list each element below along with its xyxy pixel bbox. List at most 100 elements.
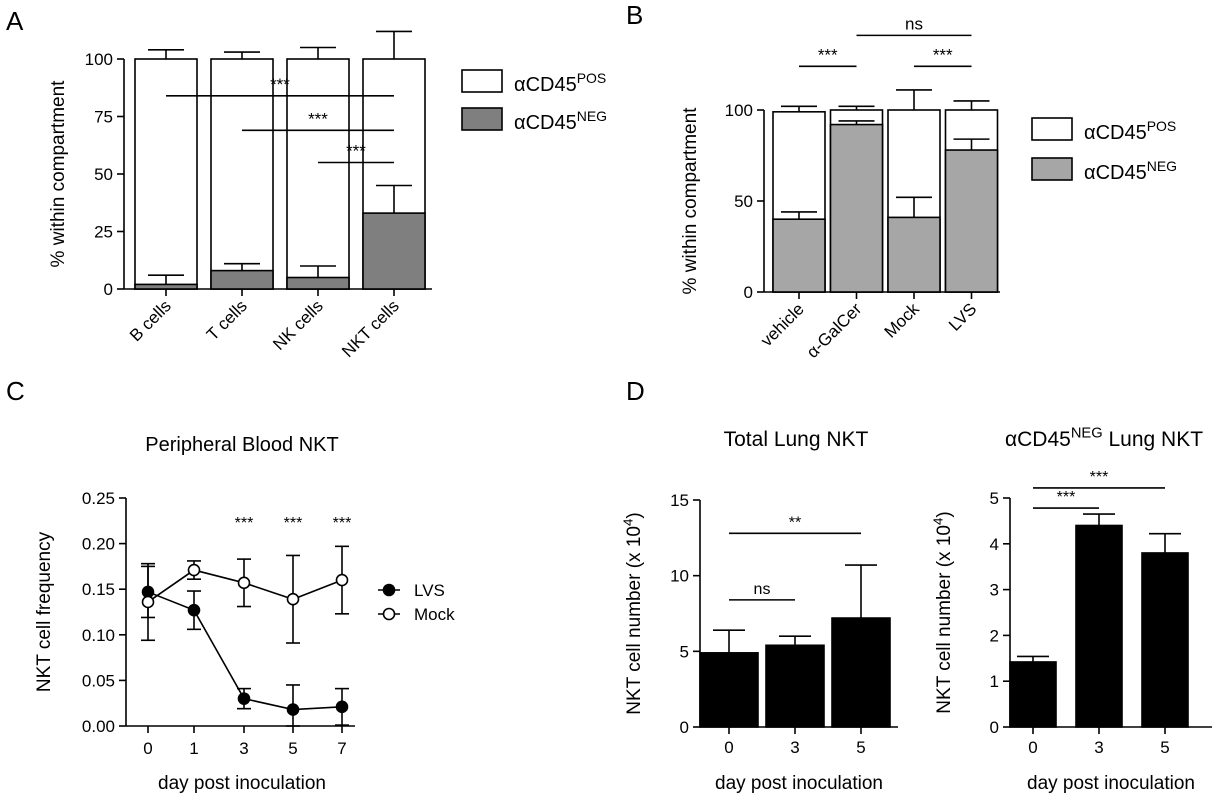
panel-d-cd45neg-y-tick-label: 1 (990, 672, 999, 691)
panel-c-x-tick-label: 1 (189, 739, 198, 758)
panel-c-legend-marker (382, 607, 396, 621)
panel-c-x-tick-label: 3 (239, 739, 248, 758)
panel-c-y-tick-label: 0.05 (82, 671, 115, 690)
panel-b-significance-label: ns (905, 14, 923, 33)
panel-c-y-tick-label: 0.15 (82, 580, 115, 599)
panel-b-bar-neg (772, 218, 826, 293)
panel-d-total-x-tick-label: 0 (724, 738, 733, 757)
panel-label-b: B (626, 0, 643, 30)
panel-d-total-title: Total Lung NKT (724, 428, 869, 451)
panel-d-total-y-tick-label: 0 (680, 718, 689, 737)
panel-d-total-significance-label: ns (754, 581, 771, 598)
panel-d-total-y-tick-label: 5 (680, 642, 689, 661)
panel-a-chart: 0 25 50 75 100 B cells T cells NK cells NKT cell… (48, 30, 607, 361)
panel-a-bar-pos (134, 58, 198, 290)
panel-d-cd45neg-y-tick-label: 4 (990, 535, 999, 554)
panel-c-series-mock-point (335, 573, 349, 587)
panel-b-legend-swatch (1031, 157, 1073, 181)
panel-c-series-mock-point (237, 576, 251, 590)
panel-d-total-bar (831, 617, 891, 728)
panel-d-total-bar (699, 652, 759, 728)
panel-b-legend-label: αCD45NEG (1084, 158, 1177, 184)
panel-d-cd45neg-x-tick-label: 0 (1028, 738, 1037, 757)
panel-c-chart: 0.00 0.05 0.10 0.15 0.20 0.25 0 1 3 5 7 *** *** *** Pe… (34, 434, 455, 794)
panel-d-total-y-axis-label: NKT cell number (x 104) (620, 512, 645, 714)
panel-label-a: A (6, 6, 24, 36)
panel-a-bar-neg (286, 276, 350, 290)
panel-c-series-lvs-point (237, 692, 251, 705)
panel-c-y-tick-label: 0.20 (82, 535, 115, 554)
panel-c-y-tick-label: 0.25 (82, 489, 115, 508)
panel-a-bar-pos (210, 58, 274, 290)
panel-a-legend-swatch (461, 107, 503, 131)
panel-b-bar-neg (944, 149, 999, 293)
panel-d-cd45neg-x-tick-label: 5 (1160, 738, 1169, 757)
panel-b-x-tick-label: vehicle (757, 299, 808, 350)
panel-a-bar-pos (286, 58, 350, 290)
panel-a-y-axis-label: % within compartment (48, 80, 69, 268)
panel-c-x-axis-label: day post inoculation (158, 773, 326, 794)
panel-d-cd45neg-x-tick-label: 3 (1094, 738, 1103, 757)
panel-c-series-lvs-point (187, 603, 201, 617)
panel-d-cd45neg-y-tick-label: 2 (990, 626, 999, 645)
panel-b-x-tick-label: α-GalCer (803, 299, 866, 362)
panel-a-x-tick-label: T cells (203, 296, 251, 344)
panel-c-y-axis-label: NKT cell frequency (34, 531, 55, 692)
panel-c-annotation: *** (333, 515, 352, 532)
panel-b-legend-swatch (1031, 117, 1073, 141)
panel-a-legend-label: αCD45NEG (514, 108, 607, 134)
panel-c-legend-label: Mock (414, 605, 455, 624)
panel-a-y-tick-label: 50 (94, 165, 113, 184)
panel-c-series-lvs-line (147, 591, 343, 711)
panel-c-x-tick-label: 0 (143, 739, 152, 758)
panel-a-y-tick-label: 75 (94, 108, 113, 127)
panel-b-y-tick-label: 50 (734, 192, 753, 211)
panel-a-significance-label: *** (308, 109, 328, 128)
panel-b-y-tick-label: 100 (725, 101, 753, 120)
panel-d-total-bar (765, 644, 825, 728)
panel-c-series-mock-point (141, 595, 155, 609)
panel-d-cd45neg-significance-label: *** (1090, 469, 1109, 486)
panel-b-bar-neg (887, 216, 941, 293)
panel-d-cd45neg-chart: 0 1 2 3 4 5 0 3 5 *** *** day post inoculation NKT c… (930, 426, 1212, 794)
panel-label-c: C (6, 376, 25, 406)
panel-c-y-tick-label: 0.00 (82, 717, 115, 736)
panel-c-title: Peripheral Blood NKT (145, 434, 338, 456)
panel-a-significance-label: *** (346, 142, 366, 161)
panel-a-y-tick-label: 100 (85, 50, 113, 69)
panel-d-cd45neg-y-axis-label: NKT cell number (x 104) (930, 511, 955, 713)
panel-label-d: D (626, 376, 645, 406)
panel-a-significance-label: *** (270, 75, 290, 94)
panel-d-total-significance-label: ** (789, 514, 801, 531)
panel-a-bar-neg (362, 212, 426, 290)
panel-d-total-y-tick-label: 10 (670, 567, 689, 586)
panel-d-cd45neg-y-tick-label: 5 (990, 489, 999, 508)
panel-c-series-lvs-point (286, 703, 300, 716)
panel-d-total-x-tick-label: 3 (790, 738, 799, 757)
panel-a-legend-swatch (461, 69, 503, 93)
panel-b-y-axis-label: % within compartment (680, 107, 701, 295)
panel-d-cd45neg-y-tick-label: 0 (990, 718, 999, 737)
panel-a-y-tick-label: 25 (94, 223, 113, 242)
panel-b-x-tick-label: Mock (881, 299, 924, 342)
panel-a-x-tick-label: NK cells (269, 296, 327, 354)
panel-b-legend-label: αCD45POS (1084, 118, 1176, 144)
panel-c-series-lvs-point (335, 700, 349, 714)
panel-d-cd45neg-x-axis-label: day post inoculation (1027, 773, 1195, 794)
panel-c-annotation: *** (284, 515, 303, 532)
panel-b-significance-label: *** (818, 45, 838, 64)
panel-b-x-tick-label: LVS (945, 299, 980, 334)
panel-d-cd45neg-bar (1075, 524, 1123, 728)
panel-d-total-chart: 0 5 10 15 0 3 5 ns ** day post inoculation NKT cel… (620, 428, 898, 794)
panel-a-legend-label: αCD45POS (514, 70, 606, 96)
panel-b-bar-neg (829, 123, 884, 293)
panel-c-x-tick-label: 5 (288, 739, 297, 758)
panel-c-y-tick-label: 0.10 (82, 626, 115, 645)
panel-a-bar-neg (210, 269, 274, 290)
panel-d-cd45neg-bar (1141, 552, 1189, 728)
panel-c-legend-marker (382, 583, 396, 597)
panel-b-significance-label: *** (933, 45, 953, 64)
panel-c-annotation: *** (235, 515, 254, 532)
